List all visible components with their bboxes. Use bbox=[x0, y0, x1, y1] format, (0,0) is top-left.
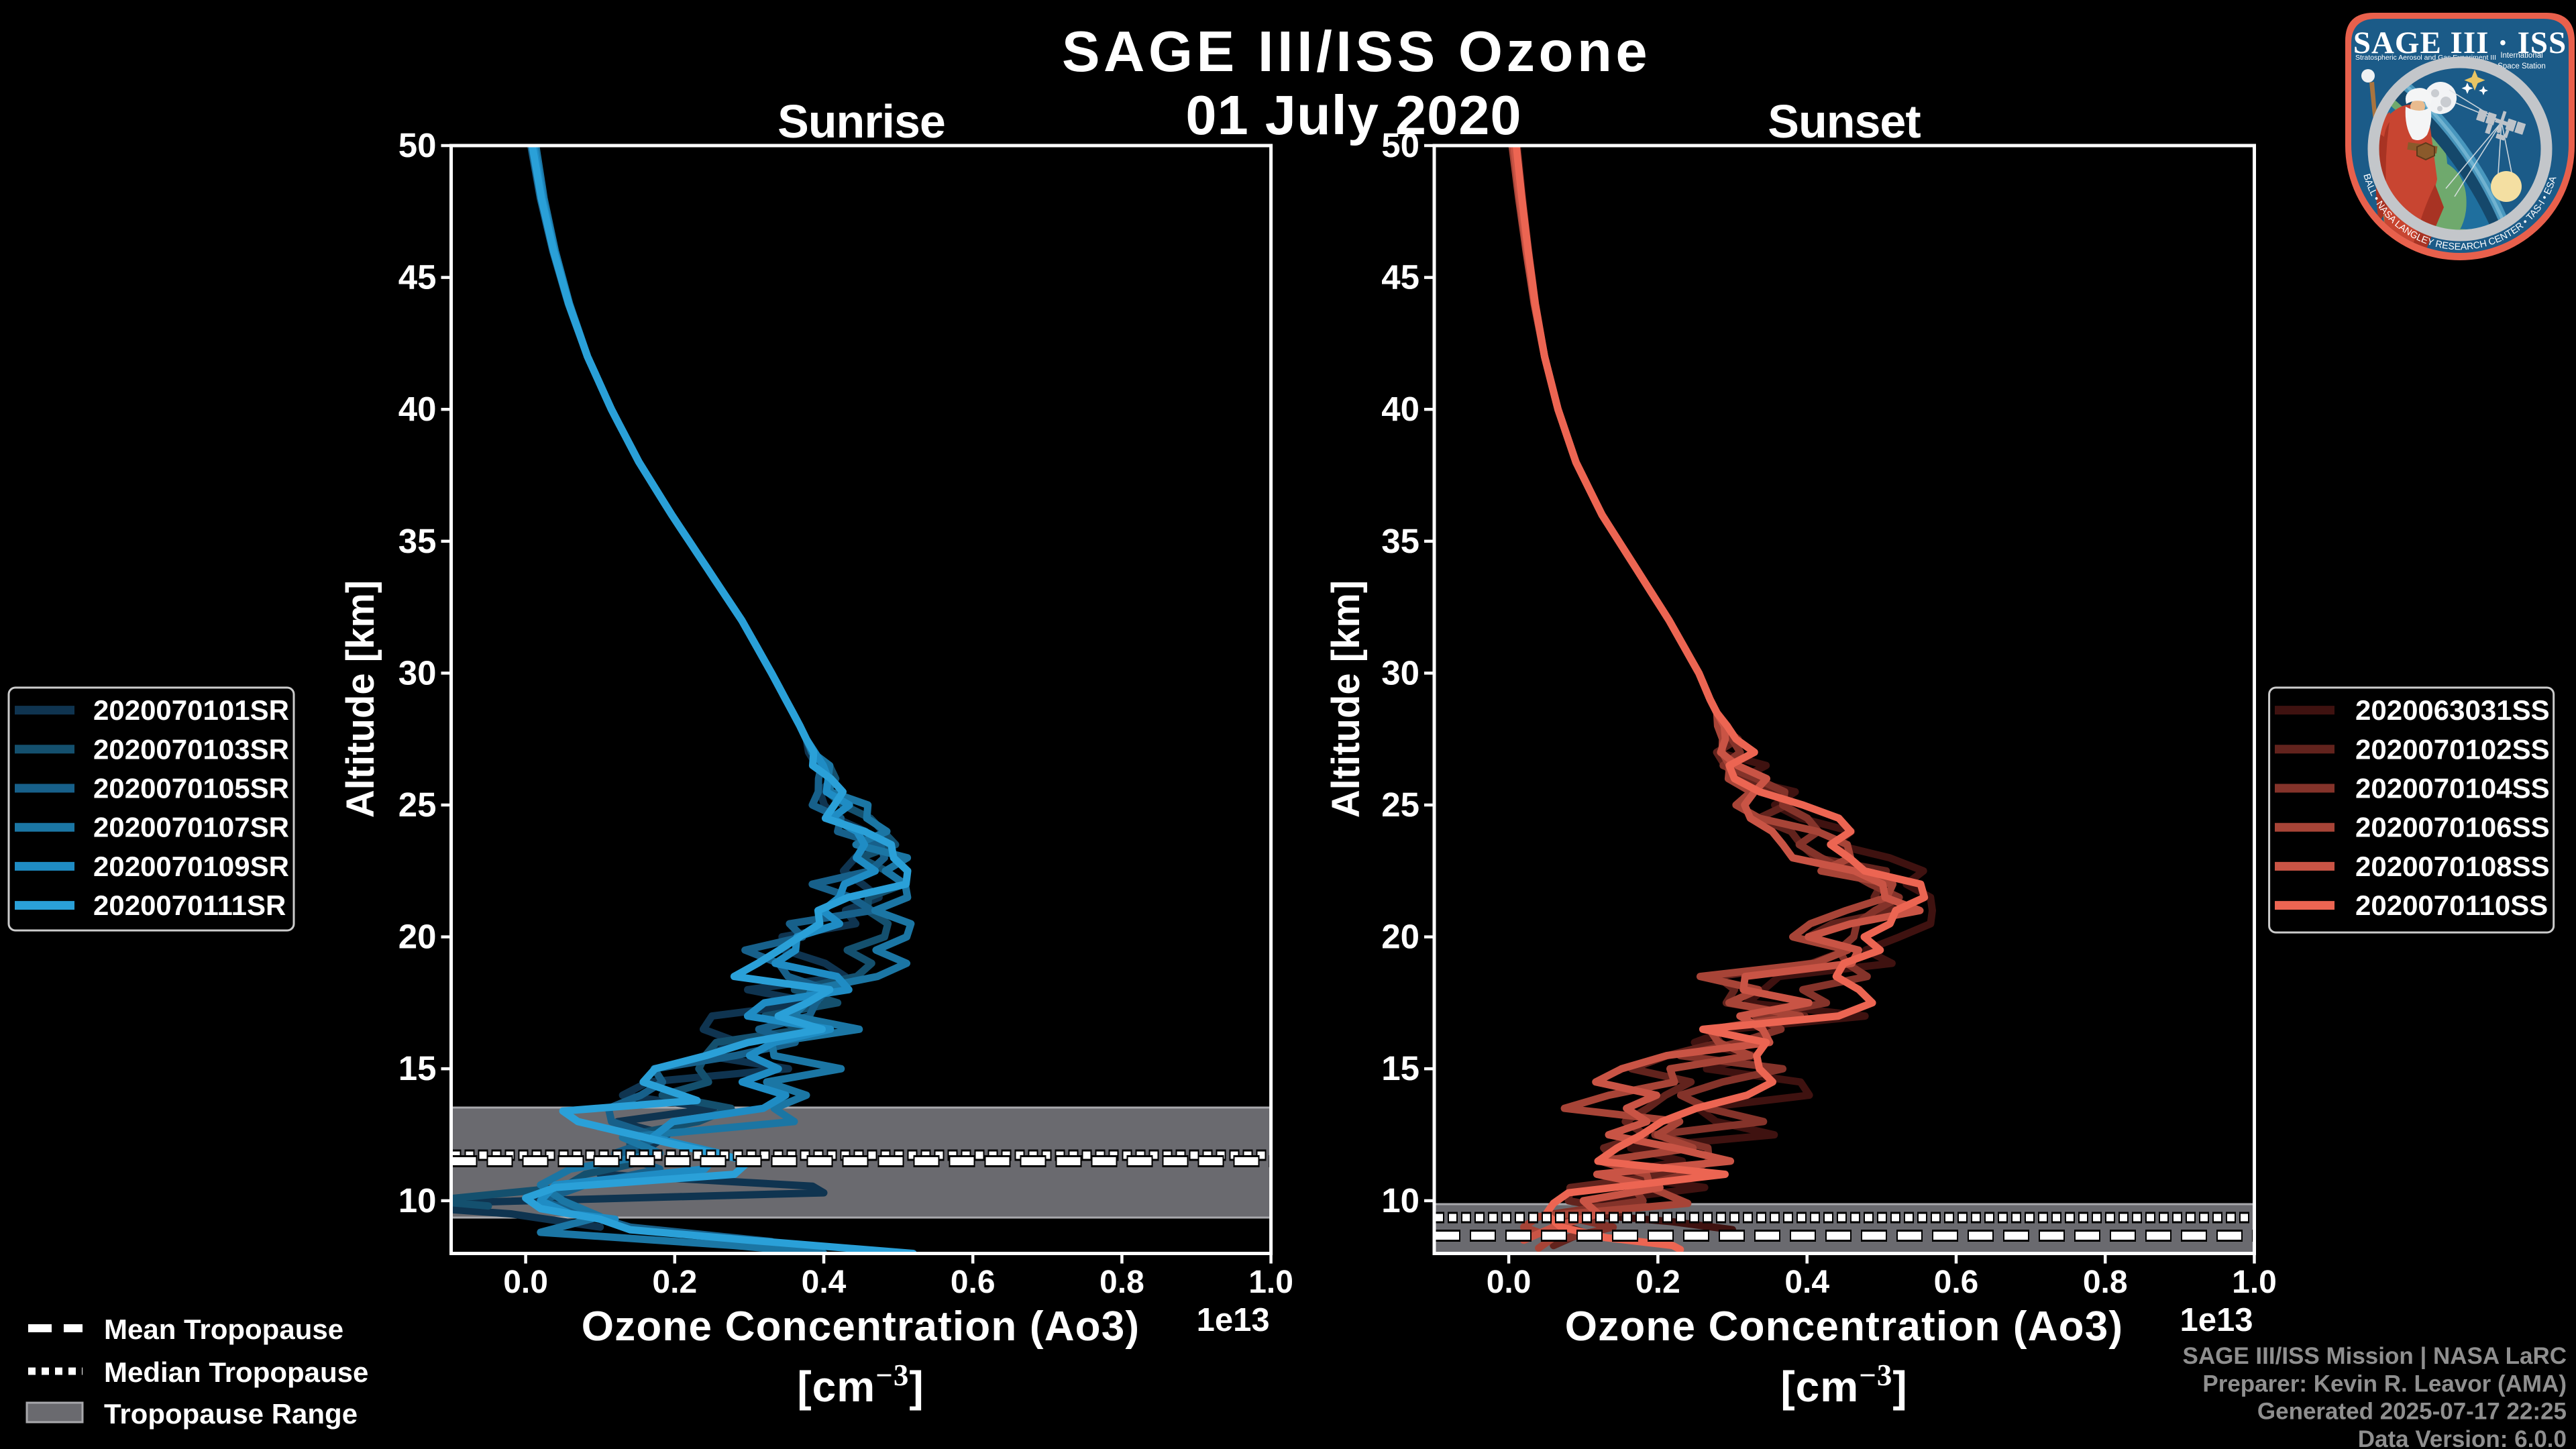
svg-text:0.6: 0.6 bbox=[1934, 1265, 1979, 1300]
svg-text:50: 50 bbox=[1381, 126, 1419, 164]
svg-text:50: 50 bbox=[398, 126, 437, 164]
svg-text:Sunset: Sunset bbox=[1768, 95, 1921, 148]
svg-text:Ozone Concentration (Ao3): Ozone Concentration (Ao3) bbox=[582, 1303, 1140, 1350]
svg-text:15: 15 bbox=[1381, 1049, 1419, 1087]
svg-text:Data Version: 6.0.0: Data Version: 6.0.0 bbox=[2358, 1426, 2567, 1449]
svg-text:2020070108SS: 2020070108SS bbox=[2355, 851, 2550, 882]
svg-text:0.6: 0.6 bbox=[951, 1265, 996, 1300]
svg-text:Median Tropopause: Median Tropopause bbox=[104, 1356, 368, 1388]
svg-text:0.0: 0.0 bbox=[1487, 1265, 1532, 1300]
svg-text:1e13: 1e13 bbox=[1197, 1302, 1270, 1338]
svg-text:15: 15 bbox=[398, 1049, 437, 1087]
svg-text:0.4: 0.4 bbox=[1784, 1265, 1829, 1300]
svg-text:0.4: 0.4 bbox=[802, 1265, 847, 1300]
svg-text:2020070104SS: 2020070104SS bbox=[2355, 773, 2550, 804]
svg-text:35: 35 bbox=[1381, 522, 1419, 560]
svg-text:Altitude [km]: Altitude [km] bbox=[1324, 580, 1368, 818]
svg-text:Sunrise: Sunrise bbox=[777, 95, 945, 148]
svg-text:01 July 2020: 01 July 2020 bbox=[1185, 84, 1521, 146]
svg-text:2020063031SS: 2020063031SS bbox=[2355, 694, 2550, 726]
svg-text:[cm−3]: [cm−3] bbox=[797, 1358, 924, 1411]
svg-text:1e13: 1e13 bbox=[2180, 1302, 2253, 1338]
svg-text:International: International bbox=[2500, 52, 2542, 60]
svg-text:30: 30 bbox=[1381, 653, 1419, 692]
svg-text:0.2: 0.2 bbox=[652, 1265, 697, 1300]
svg-text:2020070109SR: 2020070109SR bbox=[93, 851, 289, 882]
svg-text:45: 45 bbox=[1381, 258, 1419, 297]
svg-text:SAGE III/ISS Ozone: SAGE III/ISS Ozone bbox=[1062, 20, 1651, 84]
svg-text:Altitude [km]: Altitude [km] bbox=[339, 580, 382, 818]
svg-text:40: 40 bbox=[398, 390, 437, 428]
svg-text:40: 40 bbox=[1381, 390, 1419, 428]
svg-text:SAGE III · ISS: SAGE III · ISS bbox=[2353, 25, 2567, 60]
svg-text:2020070107SR: 2020070107SR bbox=[93, 812, 289, 843]
svg-text:0.0: 0.0 bbox=[503, 1265, 548, 1300]
svg-text:Generated 2025-07-17 22:25: Generated 2025-07-17 22:25 bbox=[2257, 1399, 2567, 1425]
svg-text:2020070110SS: 2020070110SS bbox=[2355, 890, 2548, 921]
svg-text:0.8: 0.8 bbox=[2083, 1265, 2128, 1300]
svg-text:25: 25 bbox=[398, 786, 437, 824]
svg-text:2020070102SS: 2020070102SS bbox=[2355, 733, 2550, 765]
svg-text:10: 10 bbox=[398, 1181, 437, 1220]
svg-text:1.0: 1.0 bbox=[2232, 1265, 2277, 1300]
svg-text:0.2: 0.2 bbox=[1635, 1265, 1680, 1300]
svg-text:2020070105SR: 2020070105SR bbox=[93, 773, 289, 804]
svg-text:2020070103SR: 2020070103SR bbox=[93, 733, 289, 765]
svg-text:2020070111SR: 2020070111SR bbox=[93, 890, 286, 921]
svg-text:1.0: 1.0 bbox=[1248, 1265, 1293, 1300]
svg-text:Tropopause Range: Tropopause Range bbox=[104, 1398, 358, 1430]
svg-text:2020070101SR: 2020070101SR bbox=[93, 694, 289, 726]
svg-text:0.8: 0.8 bbox=[1099, 1265, 1144, 1300]
svg-text:30: 30 bbox=[398, 653, 437, 692]
svg-text:25: 25 bbox=[1381, 786, 1419, 824]
svg-text:35: 35 bbox=[398, 522, 437, 560]
svg-text:Preparer: Kevin R. Leavor (AMA: Preparer: Kevin R. Leavor (AMA) bbox=[2202, 1371, 2567, 1397]
svg-text:Space Station: Space Station bbox=[2498, 62, 2546, 70]
svg-text:45: 45 bbox=[398, 258, 437, 297]
svg-text:10: 10 bbox=[1381, 1181, 1419, 1220]
svg-text:SAGE III/ISS Mission | NASA La: SAGE III/ISS Mission | NASA LaRC bbox=[2183, 1343, 2567, 1369]
svg-text:2020070106SS: 2020070106SS bbox=[2355, 812, 2550, 843]
svg-text:20: 20 bbox=[1381, 918, 1419, 956]
svg-text:Ozone Concentration (Ao3): Ozone Concentration (Ao3) bbox=[1565, 1303, 2124, 1350]
svg-text:Mean Tropopause: Mean Tropopause bbox=[104, 1313, 343, 1345]
svg-text:20: 20 bbox=[398, 918, 437, 956]
